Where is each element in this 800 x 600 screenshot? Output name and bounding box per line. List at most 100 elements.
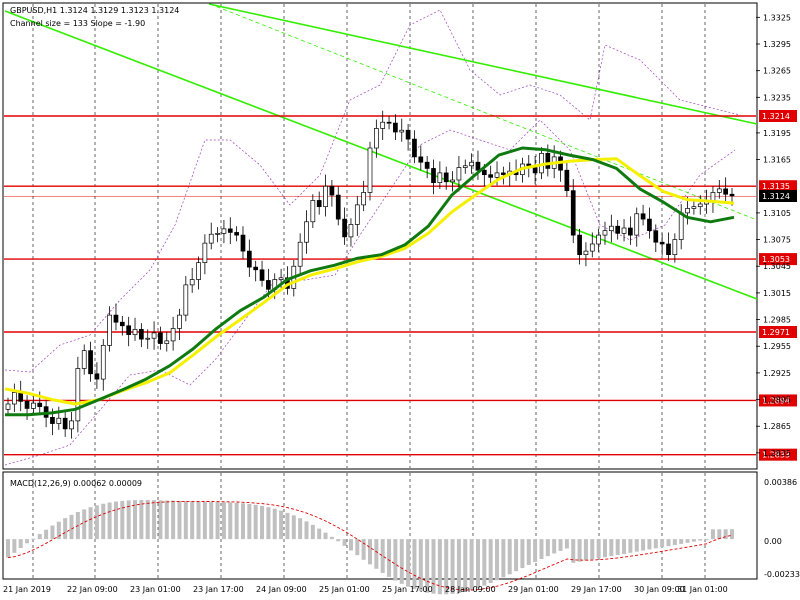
macd-histogram-bar (260, 505, 265, 540)
macd-histogram-bar (368, 539, 372, 565)
candle-body (374, 128, 379, 149)
macd-histogram-bar (234, 502, 239, 540)
level-label-bg (759, 180, 797, 193)
candle-body (24, 400, 30, 409)
time-tick-label: 25 Jan 17:00 (382, 585, 433, 594)
candle-body (164, 340, 170, 344)
time-tick-label: 29 Jan 17:00 (571, 585, 622, 594)
macd-histogram-bar (710, 529, 715, 540)
candle-body (361, 192, 366, 206)
price-tick-label: 1.3015 (763, 289, 791, 298)
macd-histogram-bar (228, 502, 233, 540)
macd-histogram-bar (253, 504, 258, 540)
candle-body (367, 147, 373, 193)
time-tick-label: 23 Jan 01:00 (130, 585, 181, 594)
macd-histogram-bar (482, 539, 487, 586)
macd-histogram-bar (50, 525, 55, 540)
candle-body (596, 234, 601, 245)
macd-histogram-bar (628, 539, 633, 553)
candle-body (37, 402, 43, 408)
macd-histogram-bar (406, 539, 411, 587)
macd-indicator (6, 500, 734, 595)
macd-histogram-bar (679, 539, 684, 544)
candle-body (621, 227, 627, 234)
candle-body (158, 332, 163, 344)
candle-body (691, 206, 697, 209)
candle-body (234, 232, 239, 236)
price-tick-label: 1.3265 (763, 67, 791, 76)
macd-histogram-bar (583, 539, 588, 561)
moving-average-line (4, 157, 735, 406)
candle-body (577, 234, 582, 256)
candle-body (589, 243, 595, 252)
price-tick-label: 1.3295 (763, 40, 791, 49)
price-tick-label: 1.2985 (763, 316, 791, 325)
candle-body (462, 165, 468, 168)
price-tick-label: 1.2955 (763, 342, 791, 351)
candle-body (545, 152, 551, 169)
macd-histogram-bar (317, 528, 322, 540)
macd-histogram-bar (101, 503, 106, 540)
support-resistance-levels: 1.3214 1.3135 1.3053 1.2971 1.2894 1.2833 1.31… (4, 110, 797, 461)
current-price-bg (759, 190, 797, 202)
macd-tick-low: -0.00233 (764, 570, 800, 579)
macd-histogram-bar (247, 503, 252, 540)
time-tick-label: 21 Jan 2019 (3, 585, 51, 594)
macd-histogram-bar (444, 539, 449, 595)
macd-histogram-bar (577, 539, 582, 562)
candle-body (723, 188, 728, 195)
candle-body (640, 213, 646, 220)
candle-body (227, 228, 233, 233)
candle-body (31, 402, 36, 409)
time-gridlines (32, 4, 706, 578)
macd-histogram-bar (133, 500, 138, 540)
candle-body (323, 185, 328, 208)
candle-body (570, 190, 576, 236)
envelope-band (4, 9, 741, 373)
envelope-bands (4, 9, 741, 466)
level-label-bg (759, 110, 797, 122)
candle-body (126, 325, 132, 336)
level-label-bg (759, 394, 797, 407)
candle-body (151, 332, 157, 339)
candle-body (5, 403, 11, 410)
candle-body (266, 280, 271, 290)
candle-body (132, 328, 138, 336)
level-label: 1.3135 (762, 182, 790, 191)
macd-histogram-bar (215, 501, 220, 540)
candle-body (443, 172, 449, 183)
candle-body (602, 230, 608, 236)
macd-histogram-bar (44, 529, 49, 540)
macd-histogram-bar (6, 539, 10, 558)
level-label-bg (759, 253, 797, 266)
time-tick-label: 30 Jan 09:00 (634, 585, 685, 594)
macd-histogram-bar (431, 539, 436, 594)
macd-histogram-bar (641, 539, 646, 551)
candle-body (81, 350, 87, 369)
macd-histogram-bar (539, 539, 544, 559)
candle-body (253, 266, 259, 271)
macd-panel-frame (2, 471, 758, 580)
macd-histogram-bar (526, 539, 531, 565)
price-tick-label: 1.3075 (763, 236, 791, 245)
time-tick-label: 24 Jan 09:00 (256, 585, 307, 594)
candle-body (304, 221, 309, 243)
macd-histogram-bar (450, 539, 455, 594)
candle-body (659, 241, 665, 245)
candle-body (113, 314, 119, 323)
time-tick-label: 28 Jan 09:00 (445, 585, 496, 594)
candle-body (189, 279, 195, 286)
macd-histogram-bar (12, 539, 17, 553)
macd-histogram-bar (469, 539, 474, 590)
candle-body (399, 129, 405, 133)
macd-histogram-bar (717, 529, 722, 540)
macd-histogram-bar (704, 539, 709, 541)
time-tick-label: 31 Jan 01:00 (677, 585, 728, 594)
price-channel (4, 3, 758, 300)
candle-body (221, 228, 227, 234)
candle-body (697, 203, 703, 208)
candle-body (431, 168, 436, 184)
macd-histogram-bar (291, 515, 296, 540)
macd-histogram-bar (18, 539, 23, 549)
macd-histogram-bar (69, 514, 74, 540)
